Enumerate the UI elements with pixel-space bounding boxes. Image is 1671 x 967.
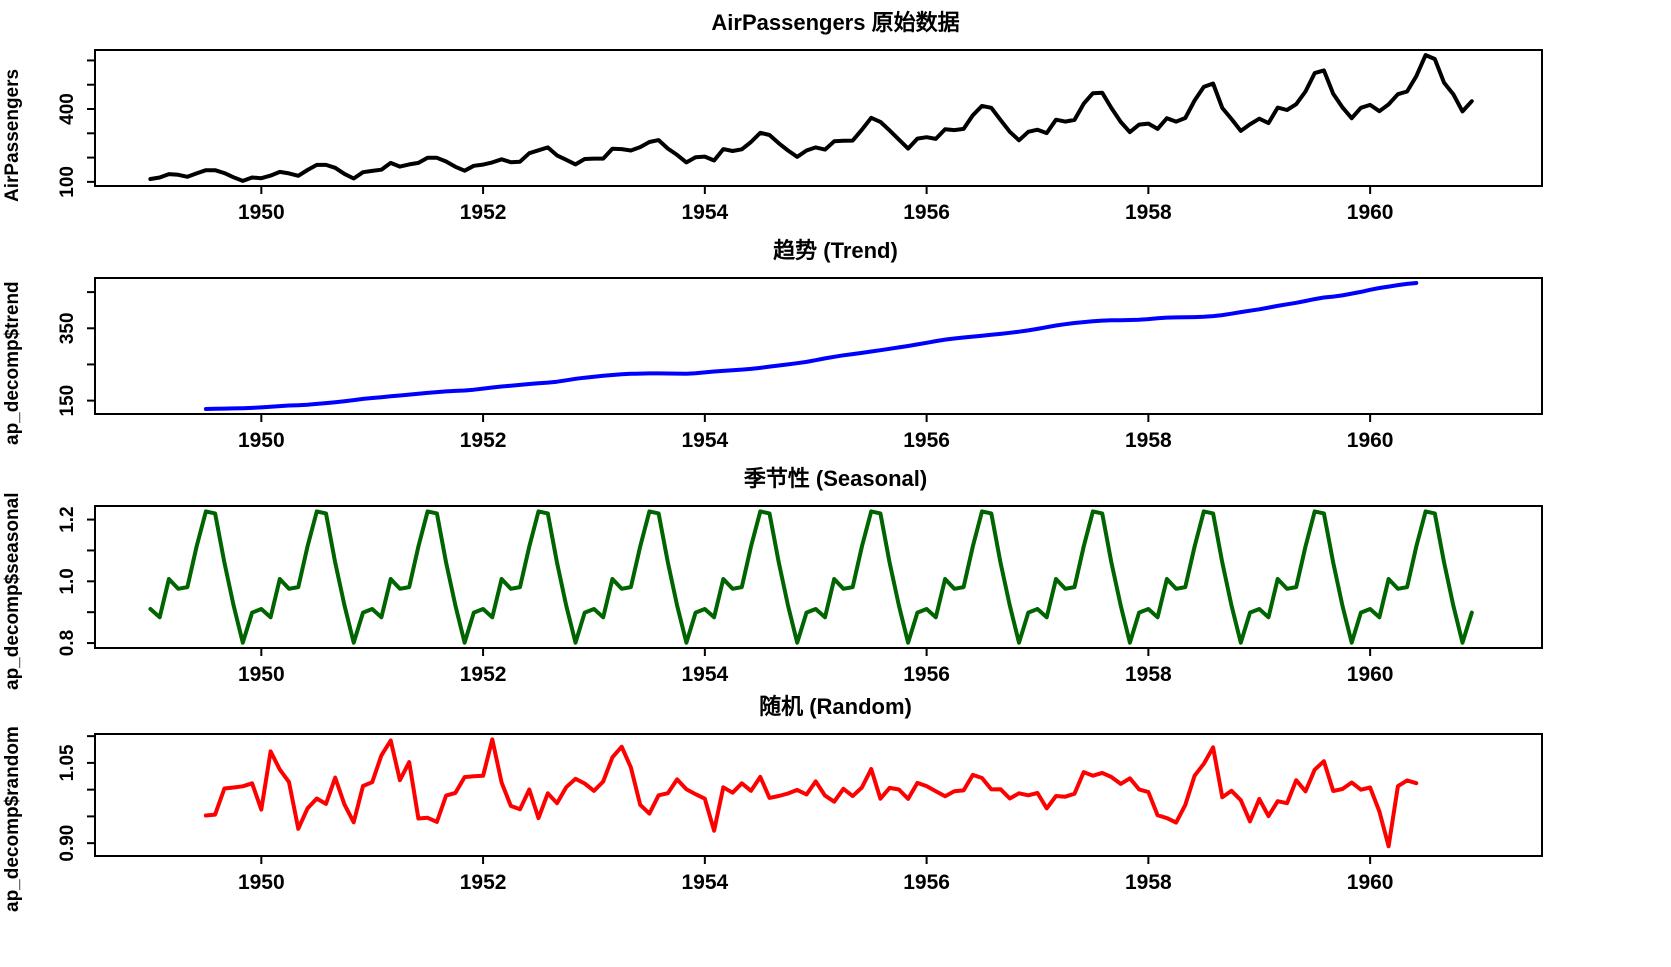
panel-random-ylabel: ap_decomp$random: [2, 726, 23, 912]
x-tick-label: 1960: [1347, 429, 1394, 452]
series-line: [148, 509, 1474, 645]
x-tick-label: 1950: [238, 871, 285, 894]
plot-box: [94, 277, 1543, 415]
panel-seasonal-ylabel: ap_decomp$seasonal: [2, 492, 23, 690]
x-tick-label: 1960: [1347, 663, 1394, 686]
x-tick-label: 1956: [903, 663, 950, 686]
plot-box: [94, 733, 1543, 857]
x-tick-label: 1950: [238, 663, 285, 686]
x-tick-label: 1958: [1125, 663, 1172, 686]
x-tick-label: 1956: [903, 871, 950, 894]
x-tick-label: 1950: [238, 429, 285, 452]
panel-observed-ylabel: AirPassengers: [2, 68, 23, 202]
x-tick-label: 1952: [460, 429, 507, 452]
panel-seasonal-title: 季节性 (Seasonal): [743, 466, 928, 491]
y-tick-label: 100: [57, 166, 78, 198]
x-tick-label: 1954: [681, 201, 728, 224]
y-tick-label: 0.90: [57, 825, 78, 862]
y-tick-label: 400: [57, 93, 78, 125]
panel-observed-title: AirPassengers 原始数据: [711, 10, 960, 35]
panel-random-title: 随机 (Random): [759, 694, 912, 719]
x-tick-label: 1958: [1125, 871, 1172, 894]
observed-line-plot: 1950 1952 1954 1956 1958 1960 100 400: [57, 49, 1543, 224]
panel-observed: AirPassengers 原始数据 AirPassengers 1950 195…: [0, 8, 1671, 236]
trend-line-plot: 1950 1952 1954 1956 1958 1960 150 350: [57, 277, 1543, 452]
y-tick-label: 150: [57, 385, 78, 417]
y-tick-label: 1.0: [57, 568, 78, 594]
panel-trend-ylabel: ap_decomp$trend: [2, 281, 23, 445]
seasonal-line-plot: 1950 1952 1954 1956 1958 1960 0.8 1.0 1.2: [57, 505, 1543, 686]
x-tick-label: 1954: [681, 871, 728, 894]
x-tick-label: 1958: [1125, 201, 1172, 224]
x-tick-label: 1950: [238, 201, 285, 224]
random-line-plot: 1950 1952 1954 1956 1958 1960 0.90 1.05: [57, 733, 1543, 894]
x-tick-label: 1958: [1125, 429, 1172, 452]
plot-box: [94, 49, 1543, 187]
y-tick-label: 0.8: [57, 630, 78, 656]
plot-box: [94, 505, 1543, 649]
y-tick-label: 350: [57, 312, 78, 344]
panel-seasonal: 季节性 (Seasonal) ap_decomp$seasonal 1950 19…: [0, 464, 1671, 692]
panel-trend: 趋势 (Trend) ap_decomp$trend 1950 1952 1954 1…: [0, 236, 1671, 464]
y-tick-label: 1.2: [57, 506, 78, 532]
series-line: [203, 281, 1419, 411]
y-tick-label: 1.05: [57, 744, 78, 781]
x-tick-label: 1952: [460, 201, 507, 224]
x-tick-label: 1956: [903, 201, 950, 224]
series-line: [203, 737, 1419, 849]
x-tick-label: 1956: [903, 429, 950, 452]
panel-random: 随机 (Random) ap_decomp$random 1950 1952 195…: [0, 692, 1671, 942]
x-tick-label: 1954: [681, 429, 728, 452]
x-tick-label: 1960: [1347, 871, 1394, 894]
series-line: [148, 53, 1474, 183]
x-tick-label: 1952: [460, 871, 507, 894]
x-tick-label: 1960: [1347, 201, 1394, 224]
x-tick-label: 1954: [681, 663, 728, 686]
panel-trend-title: 趋势 (Trend): [773, 238, 898, 263]
x-tick-label: 1952: [460, 663, 507, 686]
